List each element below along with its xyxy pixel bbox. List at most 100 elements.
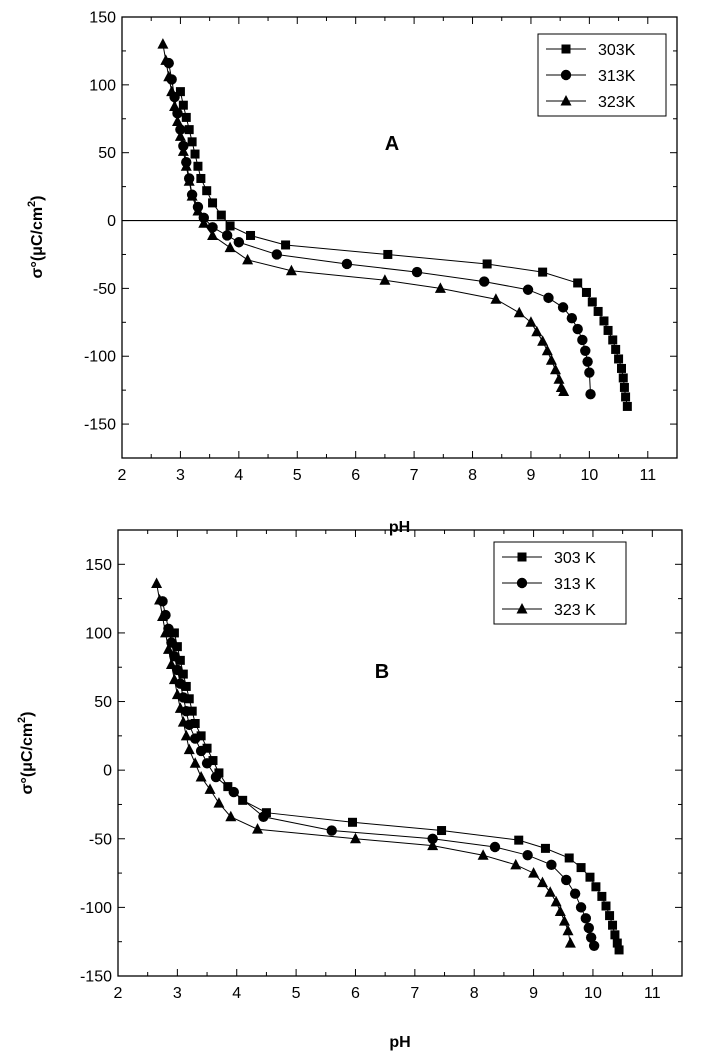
data-point — [252, 823, 264, 834]
data-point — [482, 259, 492, 269]
data-point — [566, 313, 578, 324]
data-point — [163, 70, 175, 82]
data-point — [224, 241, 236, 253]
legend-label: 303K — [598, 42, 636, 59]
x-tick-label: 11 — [644, 985, 661, 1002]
data-point — [490, 293, 502, 304]
x-axis-title: pH — [389, 1034, 410, 1051]
chart-panel-b: 2 3 4 5 6 7 8 9 10 11 -150 -100 -50 0 50 100 150 pH σ°(μC/… — [16, 529, 683, 1051]
data-point — [489, 841, 501, 853]
data-point — [281, 240, 291, 250]
data-point — [614, 945, 624, 955]
data-point — [196, 173, 206, 183]
data-point — [175, 87, 185, 97]
data-point — [181, 681, 191, 691]
data-point — [171, 688, 183, 700]
data-point — [184, 125, 194, 135]
data-point — [186, 190, 198, 201]
y-axis-title: σ°(μC/cm2) — [16, 711, 36, 794]
data-point — [619, 382, 629, 392]
x-tick-label: 6 — [351, 985, 360, 1002]
y-tick-label: 50 — [94, 694, 112, 711]
data-point — [238, 795, 248, 805]
data-point — [383, 249, 393, 259]
data-point — [183, 175, 195, 186]
data-point — [427, 833, 438, 844]
x-tick-label: 6 — [351, 467, 360, 484]
data-point — [178, 100, 188, 110]
data-point — [411, 266, 423, 278]
data-point — [614, 354, 624, 364]
data-point — [190, 718, 200, 728]
data-point — [557, 302, 569, 313]
y-tick-label: 150 — [89, 10, 116, 27]
data-point — [207, 229, 219, 240]
data-point — [549, 363, 561, 375]
data-point — [477, 849, 489, 860]
data-point — [341, 258, 353, 270]
x-tick-label: 3 — [176, 467, 185, 484]
data-point — [611, 344, 621, 354]
data-point — [154, 593, 166, 605]
series-triangle — [151, 577, 576, 948]
data-point — [599, 316, 609, 326]
data-point — [561, 874, 572, 886]
y-tick-label: -100 — [84, 349, 116, 366]
x-tick-label: 8 — [470, 985, 479, 1002]
data-point — [612, 938, 622, 948]
x-tick-label: 5 — [292, 985, 301, 1002]
data-point — [593, 306, 603, 316]
data-point — [580, 913, 592, 924]
data-point — [175, 655, 185, 665]
data-point — [573, 278, 583, 288]
x-tick-label: 2 — [118, 467, 127, 484]
data-point — [581, 287, 591, 297]
data-point — [202, 743, 212, 753]
data-point — [543, 292, 554, 304]
data-point — [210, 771, 222, 783]
data-point — [175, 124, 186, 135]
legend-label: 323 K — [554, 602, 596, 619]
data-point — [151, 577, 163, 589]
plot-frame — [117, 529, 683, 977]
data-point — [174, 702, 186, 713]
data-point — [193, 161, 203, 171]
legend-marker-triangle — [560, 95, 572, 106]
y-axis-title: σ°(μC/cm2) — [26, 195, 46, 278]
data-point — [198, 217, 210, 228]
legend: 303 K 313 K 323 K — [493, 541, 627, 625]
data-point — [437, 826, 447, 836]
data-point — [564, 853, 574, 863]
data-point — [554, 905, 566, 917]
series-square — [175, 87, 632, 411]
data-point — [541, 344, 553, 356]
data-point — [201, 758, 213, 769]
data-point — [584, 367, 595, 378]
legend-marker-circle — [560, 69, 572, 81]
data-point — [545, 354, 557, 365]
data-point — [587, 297, 597, 307]
data-point — [195, 771, 207, 782]
data-point — [181, 112, 191, 122]
data-point — [208, 198, 218, 208]
data-point — [228, 786, 239, 798]
data-point — [157, 610, 169, 621]
data-point — [183, 743, 195, 755]
legend-marker-triangle — [516, 603, 528, 614]
data-point — [213, 797, 225, 808]
data-point — [195, 745, 207, 757]
x-tick-label: 4 — [232, 985, 241, 1002]
data-point — [550, 895, 562, 907]
series-line — [173, 632, 620, 951]
data-point — [177, 145, 189, 156]
x-tick-label: 7 — [410, 985, 419, 1002]
data-point — [180, 729, 192, 741]
data-point — [271, 249, 283, 260]
data-point — [546, 859, 557, 871]
legend-label: 323K — [598, 94, 636, 111]
data-point — [531, 325, 543, 337]
y-tick-label: 50 — [98, 145, 116, 162]
data-point — [576, 863, 586, 873]
data-point — [349, 832, 361, 844]
data-point — [513, 306, 525, 318]
